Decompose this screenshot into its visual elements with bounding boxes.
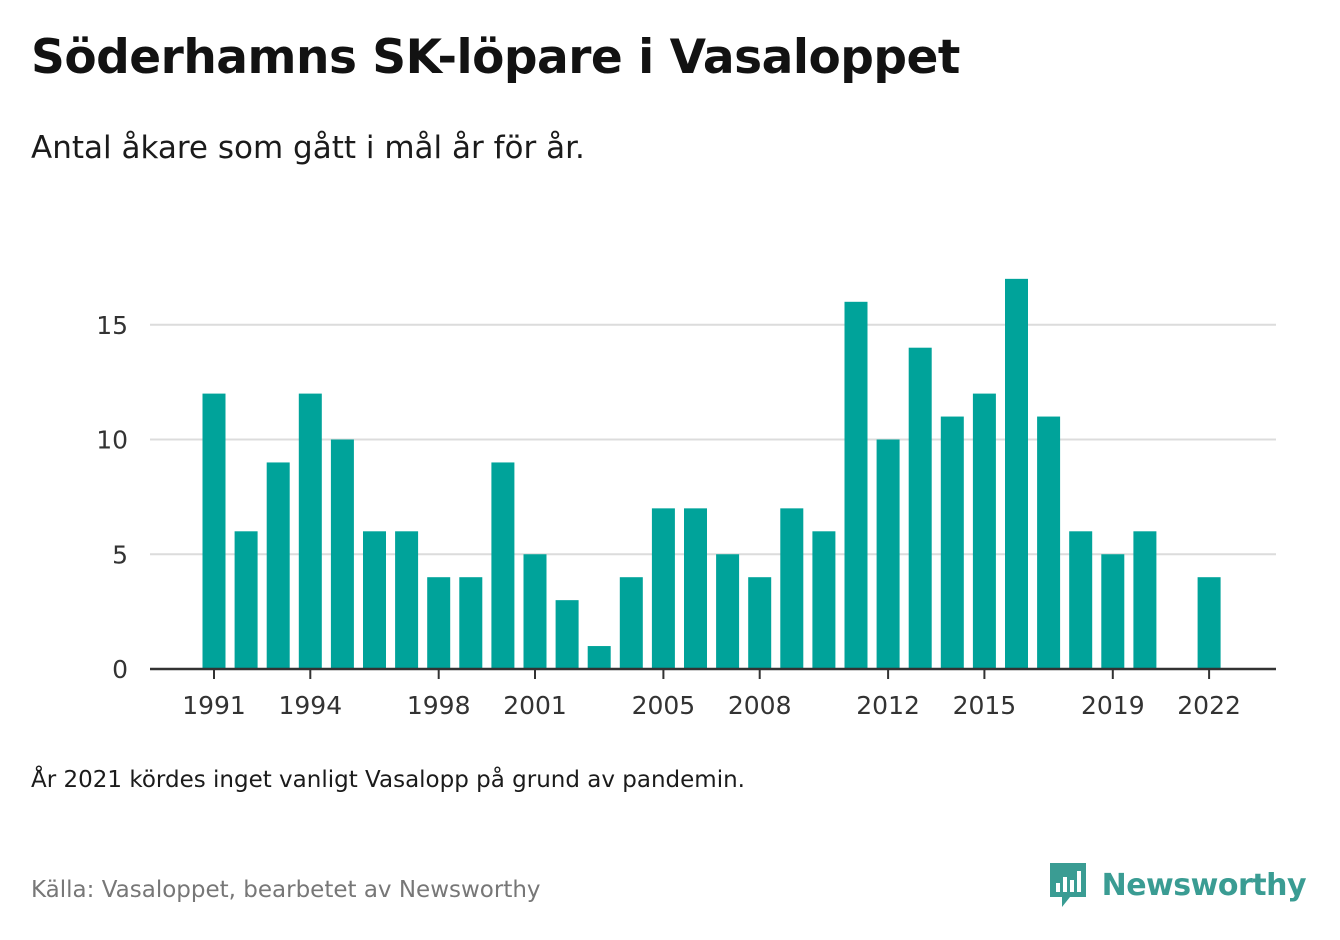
bar-2016 [1005,278,1028,669]
x-axis [150,667,1276,679]
brand-logo: Newsworthy [1048,861,1307,909]
bar-1997 [395,531,419,669]
newsworthy-logo-icon [1049,863,1086,907]
x-tick-label-2015: 2015 [953,691,1017,720]
brand-name: Newsworthy [1101,867,1307,903]
chart-title: Söderhamns SK-löpare i Vasaloppet [31,30,960,85]
bar-2014 [940,416,964,669]
tick-labels: 0 5 10 15 1991 1994 1998 2001 2005 2008 2012 2015 20… [96,311,1241,720]
source-credit: Källa: Vasaloppet, bearbetet av Newswort… [31,877,541,903]
bar-2007 [716,554,740,669]
bars [202,278,1221,669]
bar-1999 [459,577,483,669]
x-tick-label-2019: 2019 [1081,691,1145,720]
bar-1998 [427,577,451,669]
bar-2008 [748,577,772,669]
bar-2019 [1101,554,1125,669]
bar-1994 [298,393,322,669]
x-tick-label-2008: 2008 [728,691,792,720]
y-tick-label-15: 15 [96,311,128,340]
x-tick-label-1998: 1998 [407,691,471,720]
bar-2012 [876,439,900,669]
bar-chart: 0 5 10 15 1991 1994 1998 2001 2005 2008 2012 2015 20… [96,278,1276,720]
x-tick-label-2022: 2022 [1177,691,1241,720]
x-tick-label-2005: 2005 [632,691,696,720]
bar-2003 [587,646,611,669]
x-tick-label-1991: 1991 [182,691,246,720]
bar-1991 [202,393,226,669]
bar-2009 [780,508,804,669]
bar-2022 [1197,577,1221,669]
bar-1992 [234,531,258,669]
x-tick-label-2001: 2001 [503,691,567,720]
chart-note: År 2021 kördes inget vanligt Vasalopp på… [31,767,745,793]
y-tick-label-0: 0 [112,655,128,684]
bar-2004 [619,577,643,669]
bar-2005 [651,508,675,669]
bar-1996 [363,531,386,669]
bar-2020 [1133,531,1157,669]
bar-2017 [1037,416,1061,669]
bar-2010 [812,531,836,669]
bar-2000 [491,462,515,669]
x-tick-label-2012: 2012 [856,691,920,720]
bar-2013 [908,347,932,669]
y-tick-label-10: 10 [96,426,128,455]
bar-1995 [330,439,354,669]
bar-2006 [684,508,707,669]
bar-2011 [844,301,868,669]
bar-2018 [1069,531,1093,669]
bar-2015 [972,393,996,669]
bar-1993 [266,462,290,669]
bar-2001 [523,554,547,669]
bar-2002 [555,600,579,669]
chart-subtitle: Antal åkare som gått i mål år för år. [31,130,585,166]
y-tick-label-5: 5 [112,540,128,569]
x-tick-label-1994: 1994 [278,691,342,720]
